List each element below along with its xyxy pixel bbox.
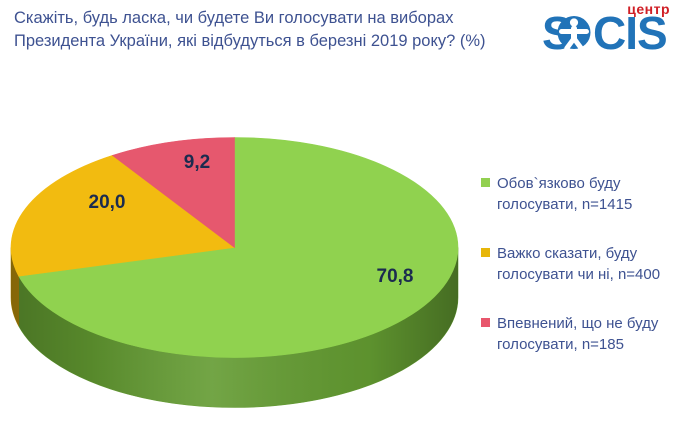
- socis-logo-letters-cis: CIS: [593, 7, 667, 59]
- chart-legend: Обов`язково буду голосувати, n=1415 Важко…: [481, 173, 683, 383]
- chart-title: Скажіть, будь ласка, чи будете Ви голосу…: [14, 7, 486, 52]
- legend-label: Обов`язково буду голосувати, n=1415: [497, 175, 633, 213]
- pie-chart: 70,8 20,0 9,2: [10, 137, 459, 408]
- pie-value-label: 70,8: [377, 266, 414, 287]
- socis-logo: центр S CIS: [542, 1, 670, 59]
- legend-label: Впевнений, що не буду голосувати, n=185: [497, 315, 659, 353]
- legend-item: Важко сказати, буду голосувати чи ні, n=…: [481, 243, 683, 285]
- legend-swatch-icon: [481, 178, 490, 187]
- pie-slice: [18, 137, 459, 358]
- pie-value-label: 9,2: [184, 152, 210, 173]
- legend-item: Впевнений, що не буду голосувати, n=185: [481, 313, 683, 355]
- legend-swatch-icon: [481, 318, 490, 327]
- legend-label: Важко сказати, буду голосувати чи ні, n=…: [497, 245, 661, 283]
- pie-value-label: 20,0: [89, 192, 126, 213]
- pie-slice: [111, 137, 235, 249]
- socis-logo-person-icon: [557, 16, 591, 51]
- legend-swatch-icon: [481, 248, 490, 257]
- legend-item: Обов`язково буду голосувати, n=1415: [481, 173, 683, 215]
- pie-wall-shading: [11, 247, 458, 408]
- socis-logo-tagline: центр: [627, 1, 670, 17]
- chart-title-line-1: Скажіть, будь ласка, чи будете Ви голосу…: [14, 9, 454, 27]
- chart-title-line-2: Президента України, які відбудуться в бе…: [14, 31, 486, 50]
- pie-slice: [10, 155, 236, 277]
